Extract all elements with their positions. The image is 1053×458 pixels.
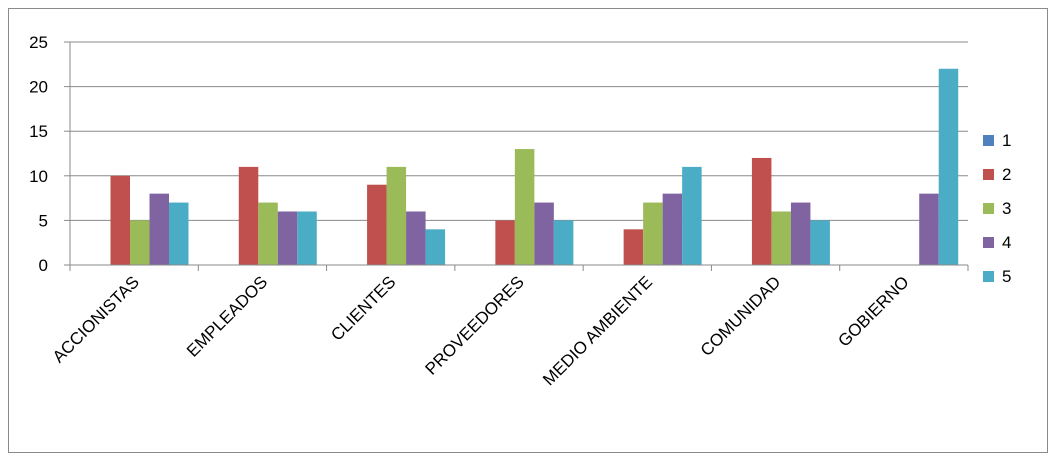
y-tick-label: 25 — [29, 33, 48, 52]
bar-4-2 — [406, 211, 426, 265]
legend-label-3: 3 — [1002, 199, 1011, 218]
y-tick-label: 15 — [29, 122, 48, 141]
legend-swatch-2 — [983, 169, 994, 180]
legend: 1 2 3 4 5 — [983, 131, 1011, 286]
legend-swatch-1 — [983, 135, 994, 146]
bar-5-6 — [938, 68, 959, 265]
x-tick-label: CLIENTES — [327, 272, 399, 344]
bar-5-0 — [169, 202, 189, 265]
bars — [110, 68, 959, 265]
y-tick-label: 20 — [29, 78, 48, 97]
legend-label-4: 4 — [1002, 233, 1011, 252]
axes — [69, 42, 969, 271]
bar-3-2 — [386, 166, 407, 265]
y-tick-label: 5 — [39, 211, 48, 230]
bar-2-5 — [751, 157, 772, 265]
legend-swatch-3 — [983, 203, 994, 214]
y-tick-label: 10 — [29, 167, 48, 186]
bar-3-3 — [514, 149, 535, 265]
legend-label-1: 1 — [1002, 131, 1011, 150]
x-tick-label: GOBIERNO — [834, 272, 912, 350]
x-tick-label: PROVEEDORES — [422, 272, 528, 378]
bar-3-0 — [130, 220, 150, 265]
bar-5-3 — [553, 220, 574, 265]
bar-4-6 — [919, 193, 939, 265]
bar-4-1 — [277, 211, 298, 265]
bar-4-0 — [149, 193, 169, 265]
x-tick-label: EMPLEADOS — [183, 272, 271, 360]
x-tick-label: MEDIO AMBIENTE — [539, 272, 656, 389]
y-tick-label: 0 — [39, 256, 48, 275]
bar-3-1 — [258, 202, 278, 265]
bar-2-2 — [367, 184, 387, 265]
x-tick-label: COMUNIDAD — [697, 272, 785, 360]
bar-4-3 — [534, 202, 554, 265]
x-axis-labels: ACCIONISTAS EMPLEADOS CLIENTES PROVEEDORES M… — [49, 272, 913, 389]
bar-4-4 — [662, 193, 683, 265]
bar-2-4 — [623, 229, 644, 265]
bar-3-4 — [643, 202, 663, 265]
bar-5-2 — [425, 229, 446, 265]
bar-2-1 — [238, 166, 259, 265]
bar-5-1 — [297, 211, 317, 265]
bar-5-4 — [682, 166, 702, 265]
bar-2-3 — [495, 220, 515, 265]
bar-5-5 — [810, 220, 830, 265]
legend-swatch-4 — [983, 237, 994, 248]
legend-swatch-5 — [983, 271, 994, 282]
x-tick-label: ACCIONISTAS — [49, 272, 143, 366]
legend-label-5: 5 — [1002, 267, 1011, 286]
bar-4-5 — [790, 202, 811, 265]
bar-2-0 — [110, 175, 130, 265]
y-axis-ticks: 0 5 10 15 20 25 — [29, 33, 48, 275]
legend-label-2: 2 — [1002, 165, 1011, 184]
bar-3-5 — [771, 211, 791, 265]
